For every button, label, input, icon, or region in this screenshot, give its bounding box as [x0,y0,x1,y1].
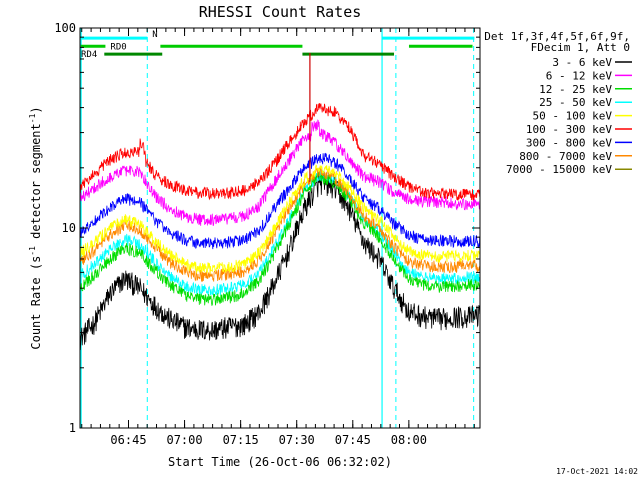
legend-header-line-1: Det 1f,3f,4f,5f,6f,9f, [484,30,630,43]
plot-area: RD0 RD4 N [79,27,481,429]
series-line [79,103,481,201]
series-line [79,174,481,351]
segment-label-n: N [152,30,157,40]
x-axis: 06:45 07:00 07:15 07:30 07:45 08:00 [81,28,475,447]
x-tick-label: 08:00 [391,433,427,447]
legend-label: 12 - 25 keV [539,83,612,96]
series-line [79,171,481,307]
y-tick-label: 1 [69,421,76,435]
segment-label-rd0: RD0 [110,42,126,52]
legend-label: 6 - 12 keV [546,69,613,82]
x-tick-label: 07:45 [335,433,371,447]
y-tick-label: 10 [62,221,76,235]
x-tick-label: 07:00 [166,433,202,447]
series-lines [79,52,481,351]
timestamp: 17-Oct-2021 14:02 [556,467,638,476]
series-line [79,166,481,282]
legend-label: 7000 - 15000 keV [506,163,612,176]
legend-header-line-2: FDecim 1, Att 0 [531,41,630,54]
y-axis-label: Count Rate (s-1 detector segment-1) [28,106,43,349]
x-tick-label: 07:30 [279,433,315,447]
x-tick-label: 07:15 [223,433,259,447]
legend-label: 3 - 6 keV [552,56,612,69]
legend: Det 1f,3f,4f,5f,6f,9f, FDecim 1, Att 0 3… [484,30,632,176]
legend-label: 800 - 7000 keV [519,150,612,163]
legend-label: 100 - 300 keV [526,123,612,136]
legend-label: 25 - 50 keV [539,96,612,109]
chart-title: RHESSI Count Rates [199,3,362,21]
series-line [79,164,481,274]
y-tick-label: 100 [54,21,76,35]
legend-label: 300 - 800 keV [526,136,612,149]
segment-label-rd4: RD4 [81,50,97,60]
series-line [79,152,481,250]
series-line [79,119,480,227]
legend-label: 50 - 100 keV [533,110,613,123]
x-tick-label: 06:45 [110,433,146,447]
y-axis: 1 10 100 [54,21,480,435]
x-axis-label: Start Time (26-Oct-06 06:32:02) [168,455,392,469]
